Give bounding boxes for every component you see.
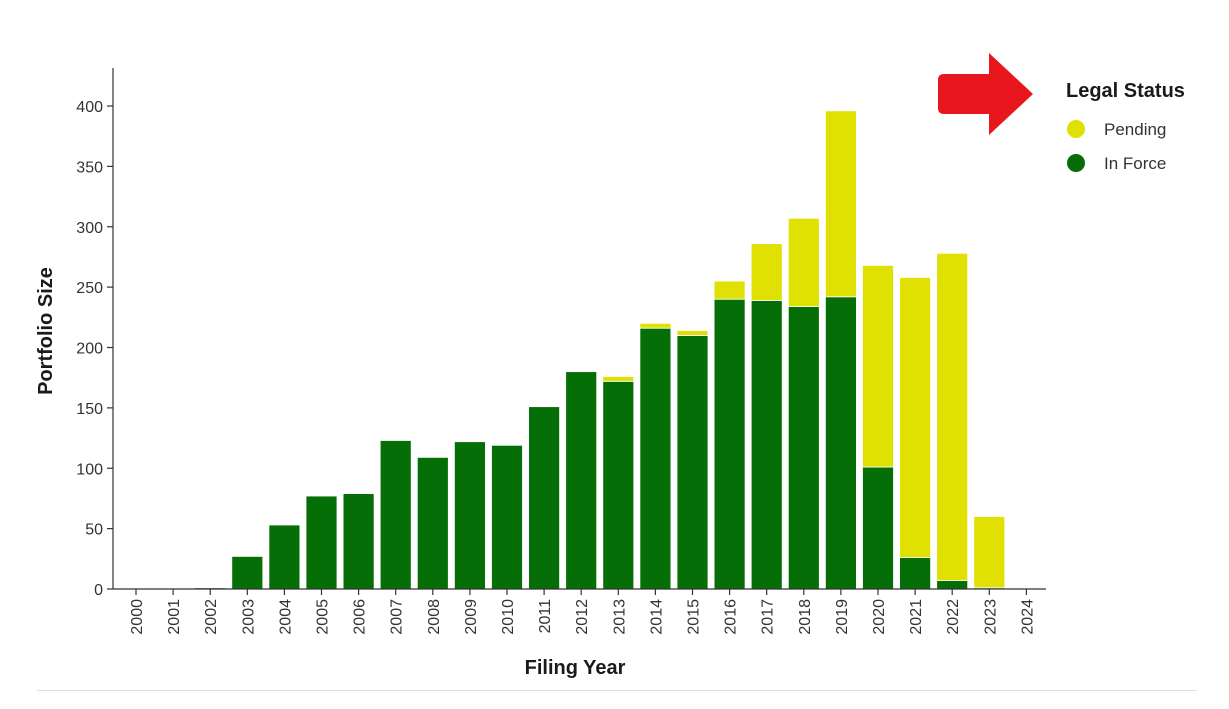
bar-in-force-2008	[416, 456, 449, 590]
bar-in-force-2022	[936, 580, 969, 590]
y-tick-label: 400	[76, 99, 103, 116]
bar-in-force-2009	[453, 441, 486, 590]
x-tick-label-2006: 2006	[352, 599, 369, 635]
bar-pending-2014	[639, 322, 672, 329]
bar-in-force-2006	[342, 493, 375, 590]
x-tick-label-2010: 2010	[500, 599, 517, 635]
bar-pending-2022	[936, 252, 969, 581]
bar-pending-2021	[899, 277, 931, 559]
bar-pending-2015	[676, 330, 709, 336]
x-tick-label-2004: 2004	[277, 599, 294, 635]
legend-title: Legal Status	[1066, 80, 1185, 102]
bar-pending-2023	[973, 516, 1006, 589]
y-tick-label: 350	[76, 159, 103, 176]
legend-swatch-pending	[1067, 120, 1085, 138]
divider	[37, 690, 1197, 691]
x-tick-label-2022: 2022	[945, 599, 962, 635]
bar-pending-2016	[713, 280, 746, 300]
y-axis: 0 50 100 150 200 250 300 350 400	[76, 68, 114, 599]
bar-in-force-2004	[268, 524, 301, 590]
y-tick-label: 0	[94, 582, 103, 599]
x-tick-label-2008: 2008	[426, 599, 443, 635]
bar-pending-2017	[750, 243, 783, 301]
legend-label-in-force: In Force	[1104, 154, 1166, 173]
x-tick-label-2023: 2023	[982, 599, 999, 635]
bar-in-force-2011	[528, 406, 560, 590]
x-tick-label-2003: 2003	[240, 599, 257, 635]
bar-pending-2020	[862, 264, 894, 468]
x-tick-label-2024: 2024	[1019, 599, 1036, 635]
x-tick-label-2000: 2000	[129, 599, 146, 635]
y-axis-title: Portfolio Size	[35, 267, 57, 395]
bar-in-force-2005	[305, 495, 338, 590]
y-tick-label: 150	[76, 401, 103, 418]
bar-in-force-2021	[899, 557, 931, 590]
x-tick-label-2019: 2019	[834, 599, 851, 635]
y-tick-label: 100	[76, 461, 103, 478]
x-tick-label-2020: 2020	[871, 599, 888, 635]
bar-in-force-2007	[379, 440, 412, 590]
bar-in-force-2020	[862, 466, 894, 590]
x-tick-label-2016: 2016	[723, 599, 740, 635]
right-arrow-icon	[938, 53, 1033, 135]
y-tick-label: 50	[85, 522, 103, 539]
bar-in-force-2014	[639, 327, 672, 590]
x-tick-label-2018: 2018	[797, 599, 814, 635]
y-tick-label: 300	[76, 220, 103, 237]
bar-in-force-2003	[231, 555, 264, 590]
x-tick-label-2007: 2007	[389, 599, 406, 635]
x-axis-title: Filing Year	[525, 657, 626, 679]
bar-in-force-2012	[565, 371, 598, 590]
x-axis: 2000 2001 2002 2003 2004 2005 2006 2007 2008 2009…	[113, 588, 1046, 635]
bar-in-force-2018	[787, 306, 820, 590]
y-tick-label: 250	[76, 280, 103, 297]
x-tick-label-2002: 2002	[203, 599, 220, 635]
bar-pending-2013	[602, 376, 635, 382]
x-tick-label-2013: 2013	[611, 599, 628, 635]
bar-in-force-2010	[491, 444, 523, 590]
bar-in-force-2017	[750, 300, 783, 590]
x-tick-label-2014: 2014	[648, 599, 665, 635]
x-tick-label-2011: 2011	[537, 599, 554, 634]
x-tick-label-2009: 2009	[463, 599, 480, 635]
x-tick-label-2001: 2001	[166, 599, 183, 635]
x-tick-label-2005: 2005	[315, 599, 332, 635]
x-tick-label-2012: 2012	[574, 599, 591, 635]
x-tick-label-2021: 2021	[908, 599, 925, 635]
bar-in-force-2016	[713, 298, 746, 590]
x-tick-label-2017: 2017	[760, 599, 777, 635]
bar-pending-2018	[787, 217, 820, 307]
bars-layer	[194, 110, 1006, 590]
y-tick-label: 200	[76, 341, 103, 358]
bar-in-force-2019	[825, 296, 857, 590]
legend-label-pending: Pending	[1104, 120, 1166, 139]
bar-pending-2019	[825, 110, 857, 298]
legend-swatch-in-force	[1067, 154, 1085, 172]
annotation-arrow	[938, 53, 1033, 135]
bar-in-force-2015	[676, 335, 709, 590]
legend: Legal Status Pending In Force	[1066, 80, 1185, 173]
bar-in-force-2013	[602, 380, 635, 590]
x-tick-label-2015: 2015	[686, 599, 703, 635]
